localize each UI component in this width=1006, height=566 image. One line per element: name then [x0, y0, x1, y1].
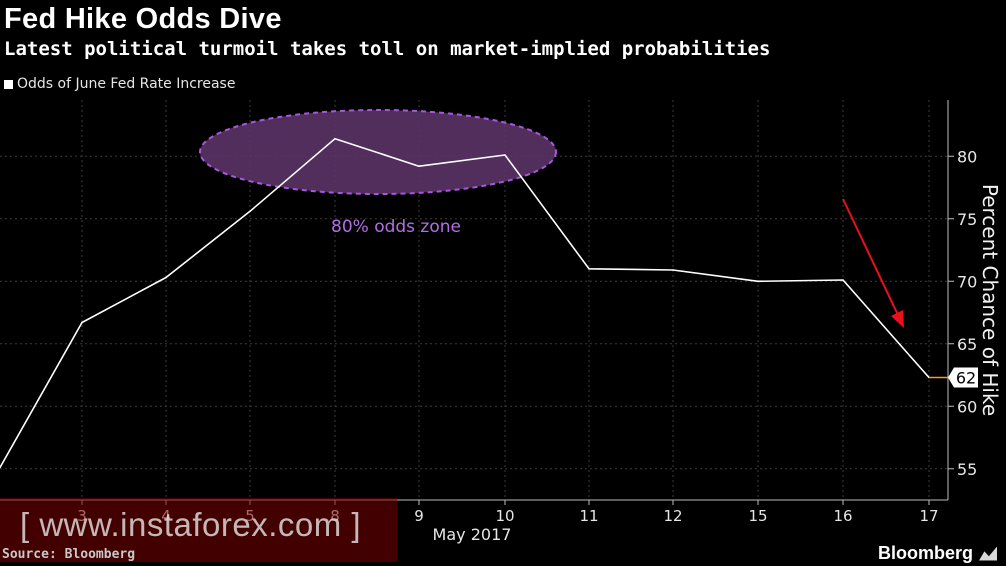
- bloomberg-logo: Bloomberg: [878, 543, 998, 564]
- watermark-text: [ www.instaforex.com ]: [20, 506, 362, 543]
- data-point: [757, 280, 759, 283]
- trend-arrow-head: [891, 310, 904, 328]
- x-tick-label: 16: [833, 507, 852, 525]
- y-tick-label: 55: [957, 460, 977, 479]
- annotation-label: 80% odds zone: [331, 217, 461, 237]
- y-tick-label: 65: [957, 335, 977, 354]
- data-point: [165, 276, 167, 279]
- y-tick-label: 75: [957, 210, 977, 229]
- x-tick-label: 17: [919, 507, 938, 525]
- trend-arrow-shaft: [842, 198, 899, 316]
- last-value-label: 62: [956, 369, 976, 388]
- watermark-banner: [ www.instaforex.com ]: [0, 498, 397, 562]
- data-point: [0, 466, 1, 469]
- x-axis-title: May 2017: [433, 525, 512, 544]
- data-point: [588, 268, 590, 270]
- x-tick-label: 11: [579, 507, 598, 525]
- y-axis-title: Percent Chance of Hike: [978, 183, 1002, 417]
- chart-title: Fed Hike Odds Dive: [4, 3, 282, 35]
- y-tick-label: 70: [957, 272, 977, 291]
- source-note: Source: Bloomberg: [2, 547, 136, 562]
- brand-label: Bloomberg: [878, 543, 974, 563]
- data-point: [334, 137, 336, 140]
- series-line: [0, 137, 930, 468]
- x-tick-label: 9: [414, 507, 424, 525]
- y-tick-label: 80: [957, 147, 977, 166]
- legend-label: Odds of June Fed Rate Increase: [17, 76, 236, 92]
- data-point: [418, 165, 420, 167]
- legend: Odds of June Fed Rate Increase: [4, 76, 235, 92]
- last-value-tag: [948, 367, 978, 388]
- chart-logo-icon: [979, 546, 998, 561]
- data-point: [249, 210, 251, 213]
- chart-subtitle: Latest political turmoil takes toll on m…: [4, 38, 771, 60]
- x-tick-label: 12: [663, 507, 682, 525]
- legend-swatch: [4, 79, 13, 89]
- data-point: [842, 279, 844, 281]
- data-point: [504, 154, 506, 156]
- x-tick-label: 15: [748, 507, 767, 525]
- data-point: [672, 269, 674, 271]
- y-tick-label: 60: [957, 397, 977, 416]
- data-point: [81, 321, 83, 324]
- x-tick-label: 10: [495, 507, 514, 525]
